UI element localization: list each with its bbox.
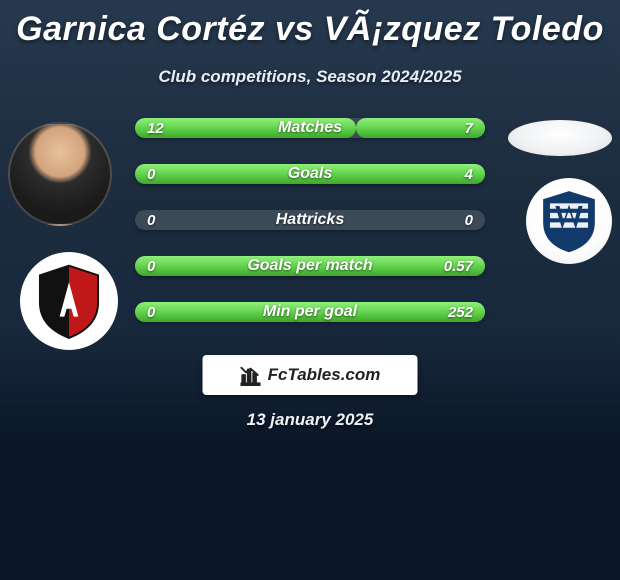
watermark-text: FcTables.com	[268, 365, 381, 385]
stats-container: 127Matches 04Goals 00Hattricks 00.57Goals p…	[0, 118, 620, 322]
stat-row: 0252Min per goal	[135, 302, 485, 322]
subtitle: Club competitions, Season 2024/2025	[0, 67, 620, 87]
date-text: 13 january 2025	[0, 410, 620, 430]
stat-row: 00.57Goals per match	[135, 256, 485, 276]
content-root: Garnica Cortéz vs VÃ¡zquez Toledo Club c…	[0, 0, 620, 580]
watermark-badge: FcTables.com	[203, 355, 418, 395]
stat-row: 00Hattricks	[135, 210, 485, 230]
stat-label: Goals per match	[135, 256, 485, 276]
page-title: Garnica Cortéz vs VÃ¡zquez Toledo	[0, 0, 620, 49]
stat-label: Hattricks	[135, 210, 485, 230]
bar-chart-icon	[240, 364, 262, 386]
stat-row: 127Matches	[135, 118, 485, 138]
stat-label: Goals	[135, 164, 485, 184]
stat-label: Min per goal	[135, 302, 485, 322]
stat-label: Matches	[135, 118, 485, 138]
stat-row: 04Goals	[135, 164, 485, 184]
